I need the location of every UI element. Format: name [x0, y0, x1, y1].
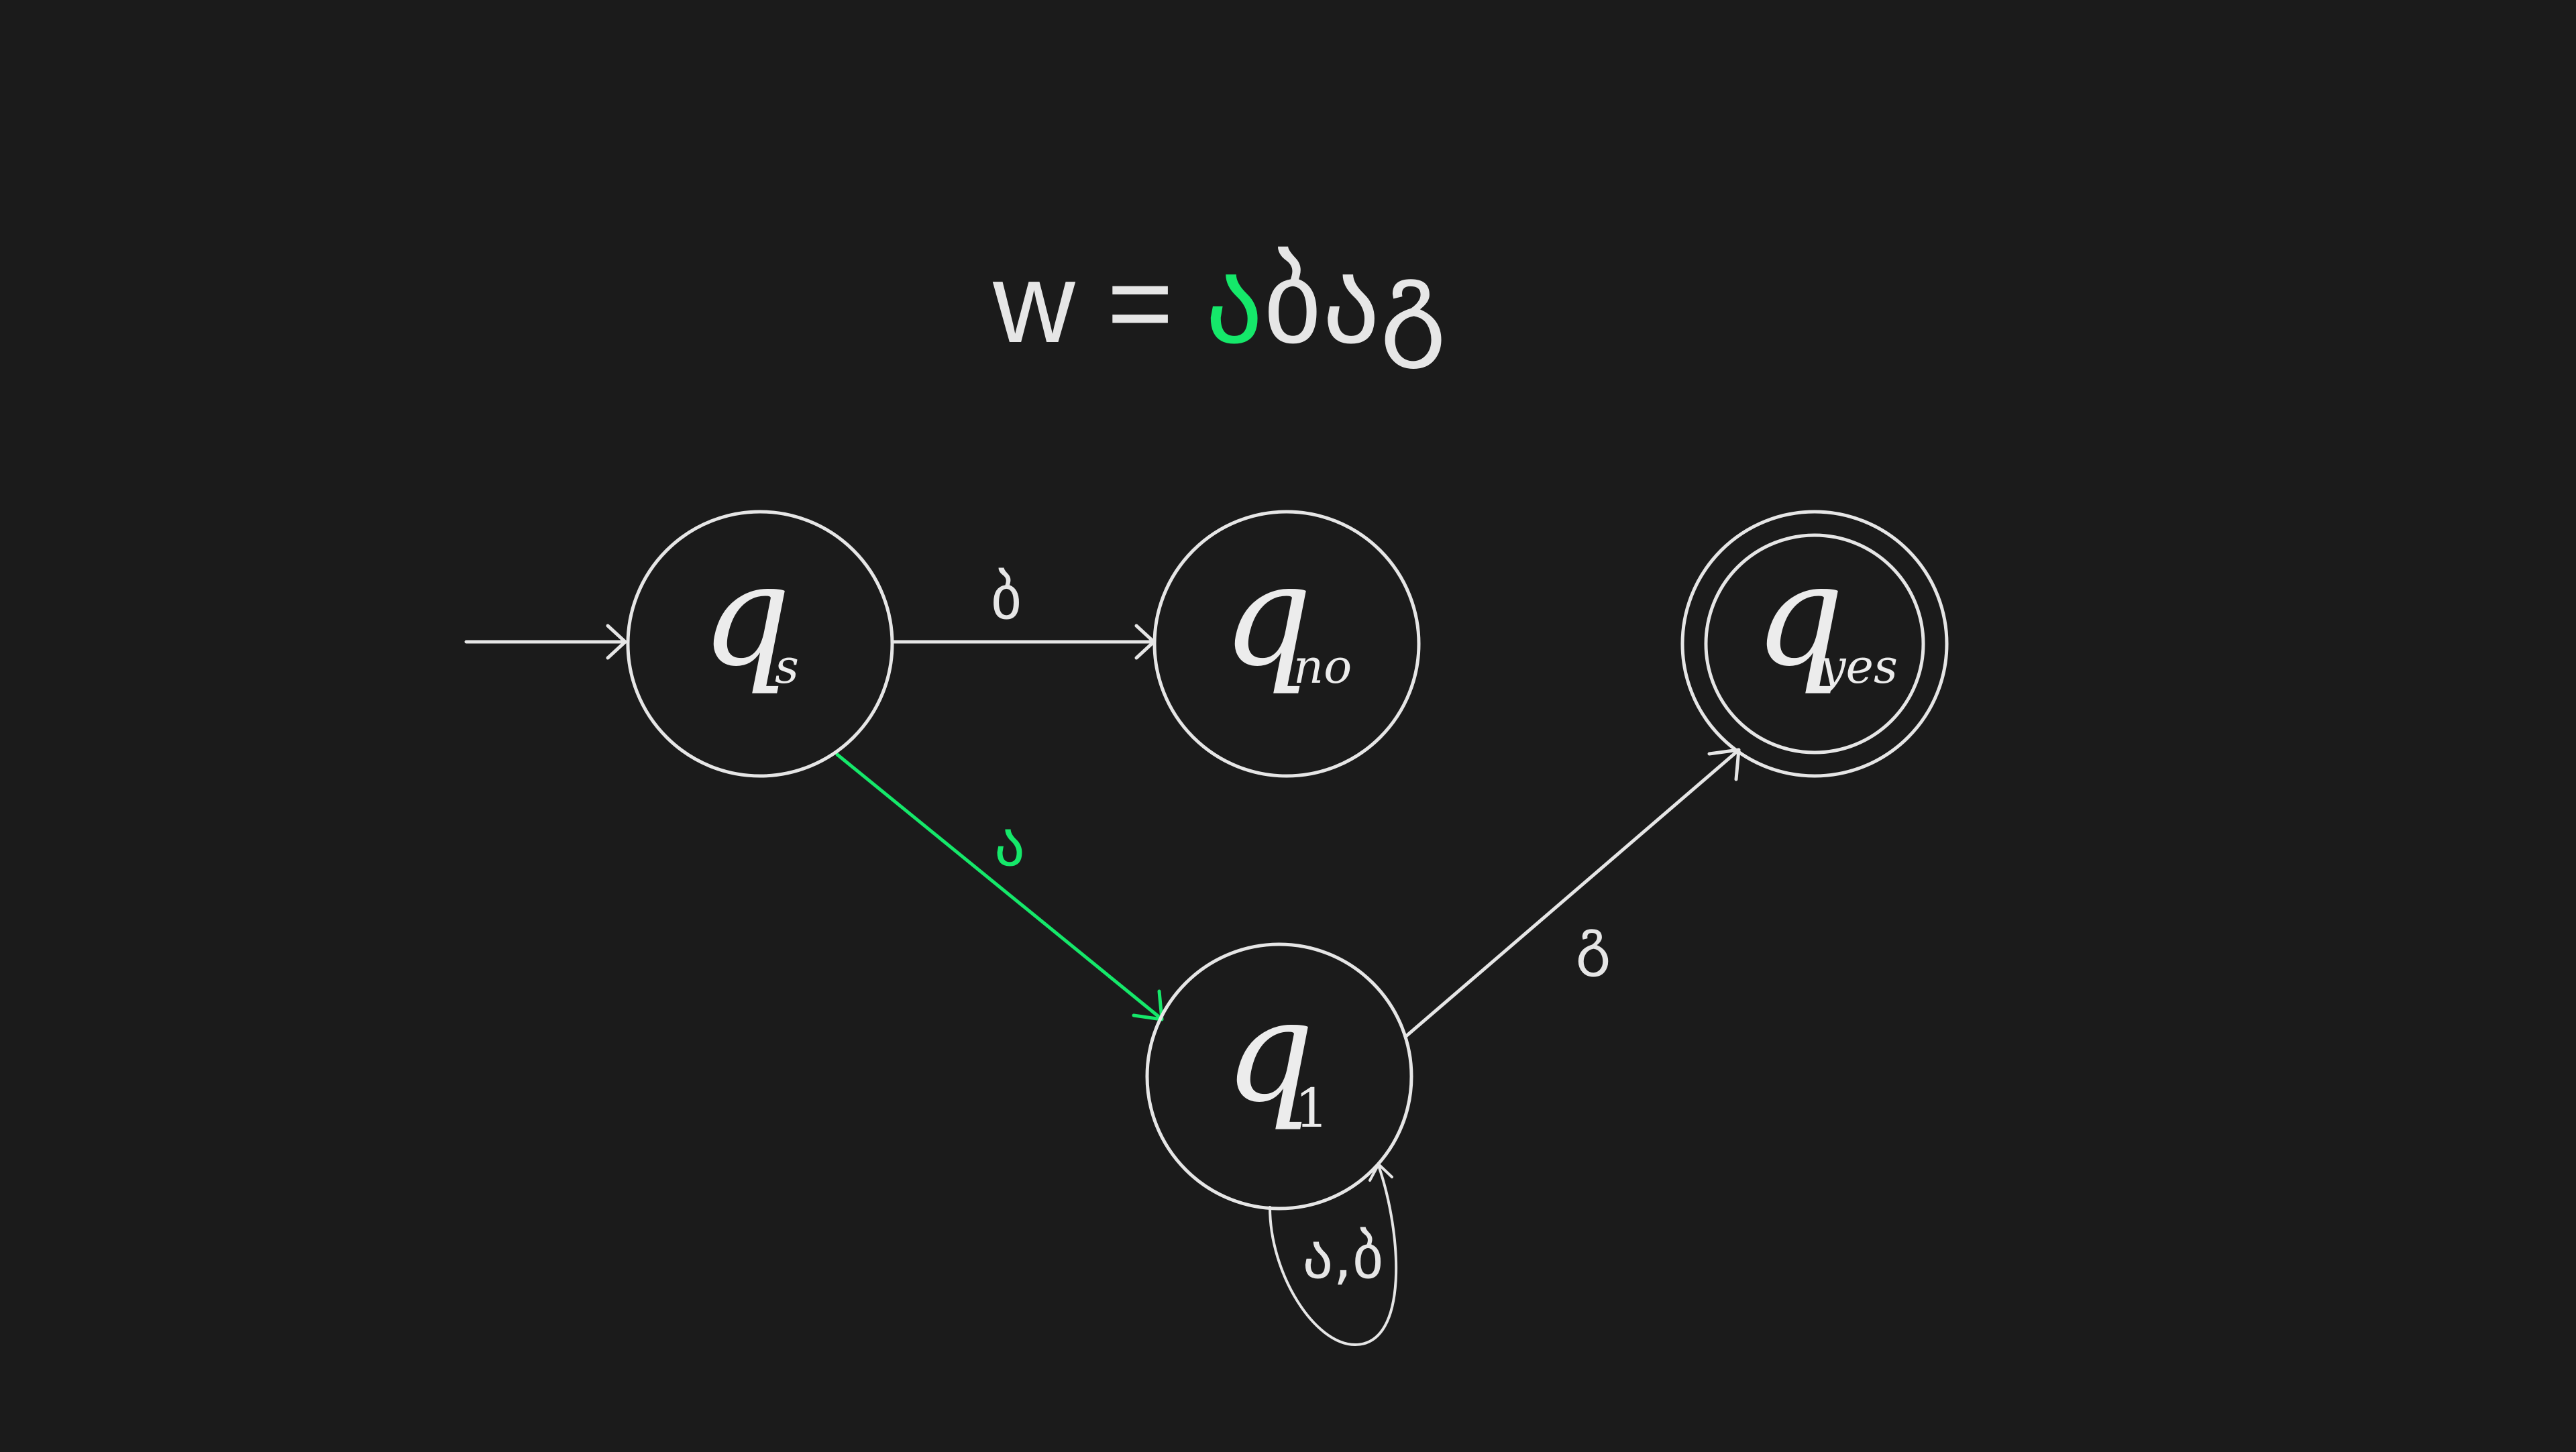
state-q1-symbol: q [1224, 969, 1314, 1133]
state-qs-symbol: q [701, 533, 791, 697]
state-qno-symbol: q [1222, 533, 1312, 697]
transition-label-q1-loop: ა,ბ [1303, 1222, 1384, 1292]
transition-qs-q1: ა [835, 752, 1164, 1021]
state-q1: q 1 [1145, 942, 1413, 1211]
transition-q1-self-loop: ა,ბ [1269, 1163, 1398, 1347]
state-qs: q s [626, 510, 894, 778]
start-arrow [464, 624, 627, 660]
input-word: w = აბაგ [992, 239, 1446, 370]
state-qyes-subscript: yes [1817, 639, 1898, 694]
transition-q1-qyes: გ [1404, 748, 1741, 1038]
state-qyes: q yes [1680, 510, 1949, 778]
word-prefix: w = [992, 239, 1205, 367]
word-char-1: ა [1205, 239, 1263, 367]
transition-qs-qno: ბ [890, 563, 1156, 660]
word-char-4: გ [1380, 239, 1446, 370]
transition-label-qs-q1: ა [994, 809, 1025, 880]
state-q1-subscript: 1 [1295, 1077, 1329, 1139]
state-qs-subscript: s [775, 639, 799, 694]
word-char-3: ა [1322, 239, 1380, 367]
state-qno-subscript: no [1293, 639, 1352, 694]
state-qno: q no [1152, 510, 1421, 778]
word-char-2: ბ [1263, 239, 1322, 367]
transition-label-q1-qyes: გ [1576, 907, 1611, 977]
transition-label-qs-qno: ბ [991, 563, 1022, 633]
state-qyes-symbol: q [1754, 533, 1844, 697]
